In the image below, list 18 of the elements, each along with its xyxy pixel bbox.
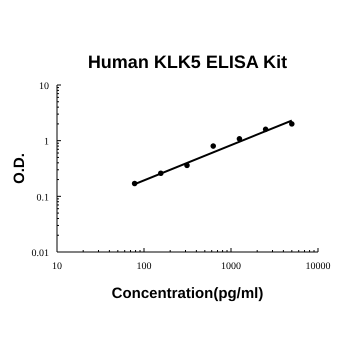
y-axis-title: O.D.: [11, 153, 28, 184]
x-axis-title: Concentration(pg/ml): [112, 285, 264, 302]
x-tick-label: 1000: [221, 261, 241, 272]
point: [262, 126, 268, 132]
point: [158, 170, 164, 176]
y-tick-label: 0.1: [36, 192, 49, 204]
x-tick-label: 10: [52, 261, 62, 272]
point: [236, 136, 242, 142]
y-tick-label: 0.01: [32, 248, 49, 259]
x-tick-label: 100: [136, 261, 152, 272]
point: [184, 162, 190, 168]
point: [289, 121, 295, 127]
point: [210, 143, 216, 149]
y-tick-label: 1: [44, 136, 49, 148]
y-tick-label: 10: [39, 81, 49, 92]
x-tick-label: 10000: [306, 261, 330, 272]
point: [132, 180, 138, 186]
chart-title: Human KLK5 ELISA Kit: [88, 52, 288, 72]
